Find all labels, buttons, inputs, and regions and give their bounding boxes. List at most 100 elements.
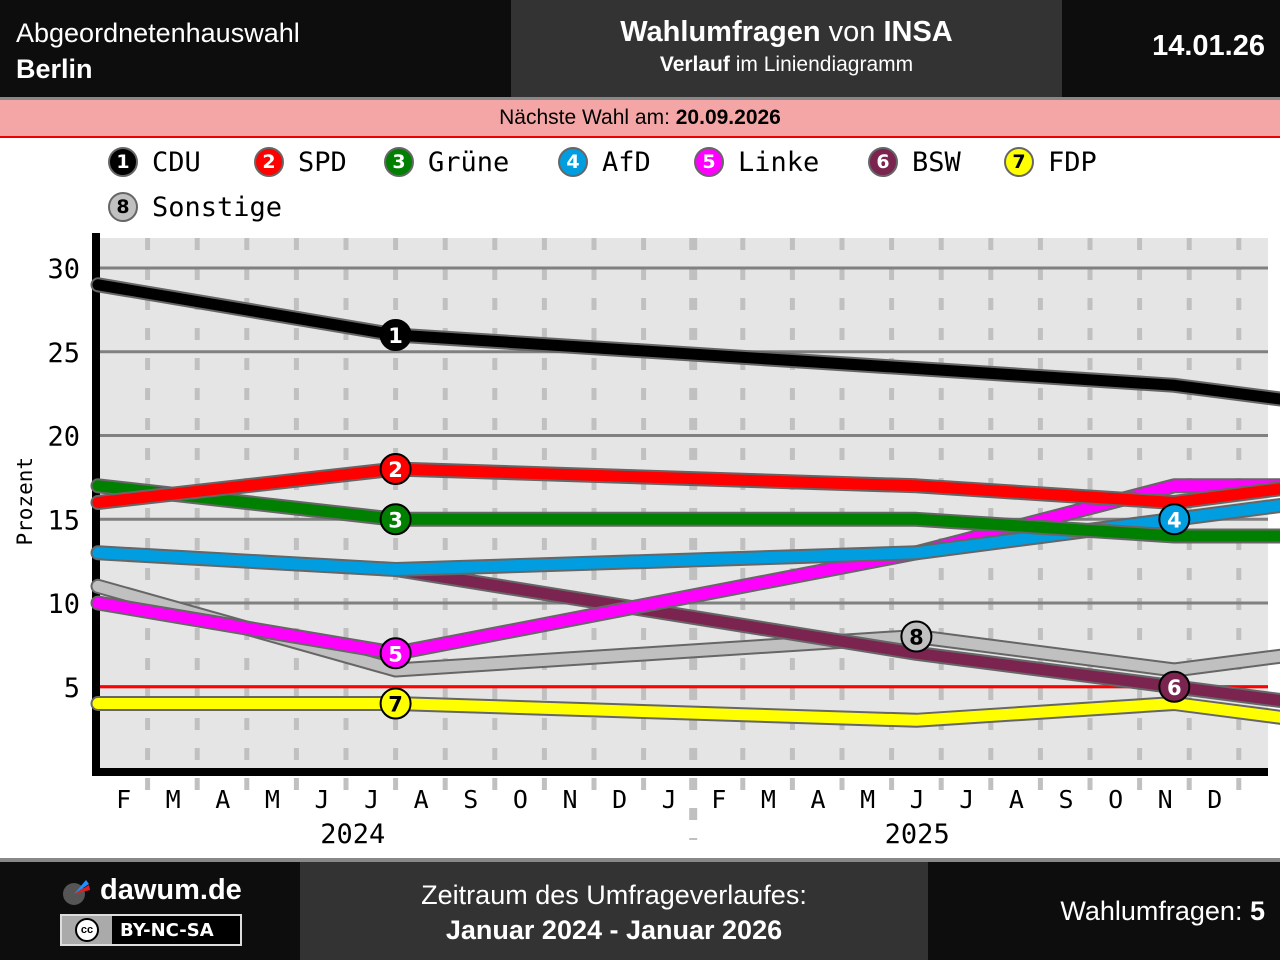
marker-label: 3 xyxy=(388,508,403,532)
x-month-label: M xyxy=(860,785,875,814)
marker-label: 8 xyxy=(909,626,924,650)
brand[interactable]: dawum.de xyxy=(62,874,242,907)
y-tick-label: 25 xyxy=(47,338,80,369)
legend-item-cdu: 1 CDU xyxy=(108,142,201,182)
license-text: BY-NC-SA xyxy=(120,919,214,941)
legend-marker: 7 xyxy=(1004,147,1034,177)
marker-circle xyxy=(379,453,412,485)
y-axis-label: Prozent xyxy=(13,457,37,546)
legend-item-linke: 5 Linke xyxy=(694,142,819,182)
series-cdu xyxy=(90,277,1280,407)
marker-circle xyxy=(379,687,412,720)
series-marker-bsw: 6 xyxy=(1158,670,1191,703)
x-month-label: N xyxy=(1158,785,1173,814)
series-bsw xyxy=(388,562,1280,709)
marker-circle xyxy=(379,637,412,670)
marker-label: 1 xyxy=(388,324,403,348)
x-month-label: A xyxy=(810,785,825,814)
series-line xyxy=(92,463,1280,508)
x-month-label: J xyxy=(662,785,677,814)
series-marker-afd: 4 xyxy=(1158,503,1191,536)
x-month-label: S xyxy=(463,785,478,814)
legend-marker: 5 xyxy=(694,147,724,177)
polls-count-text: Wahlumfragen: 5 xyxy=(1060,896,1265,927)
x-month-label: M xyxy=(265,785,280,814)
x-month-label: N xyxy=(562,785,577,814)
x-month-label: A xyxy=(1009,785,1024,814)
update-date: 14.01.26 xyxy=(1152,30,1265,62)
marker-circle xyxy=(900,620,933,653)
chart-subtitle: Verlauf im Liniendiagramm xyxy=(511,50,1062,80)
series-marker-sonstige: 8 xyxy=(900,620,933,653)
x-month-label: J xyxy=(364,785,379,814)
series-line xyxy=(92,279,1280,405)
x-month-label: A xyxy=(414,785,429,814)
series-marker-cdu: 1 xyxy=(379,319,412,351)
legend-label: Linke xyxy=(738,146,820,178)
x-month-label: A xyxy=(215,785,230,814)
legend-label: FDP xyxy=(1048,146,1097,178)
header-bar: Abgeordnetenhauswahl Berlin Wahlumfragen… xyxy=(0,0,1280,97)
legend-label: Sonstige xyxy=(152,191,283,223)
election-title: Abgeordnetenhauswahl Berlin xyxy=(16,15,300,87)
marker-label: 6 xyxy=(1167,676,1182,700)
legend-marker: 1 xyxy=(108,147,138,177)
legend-item-sonstige: 8 Sonstige xyxy=(108,187,282,227)
series-spd xyxy=(90,461,1280,510)
x-month-label: J xyxy=(959,785,974,814)
next-election-date: 20.09.2026 xyxy=(675,106,781,129)
title-part-1: Wahlumfragen xyxy=(620,16,821,48)
brand-name: dawum.de xyxy=(100,874,242,906)
series-marker-linke: 5 xyxy=(379,637,412,670)
legend-item-afd: 4 AfD xyxy=(558,142,651,182)
legend-label: AfD xyxy=(602,146,651,178)
period-label: Zeitraum des Umfrageverlaufes: xyxy=(421,880,807,910)
y-tick-label: 20 xyxy=(47,422,80,453)
header-divider xyxy=(0,97,1280,100)
legend-item-bsw: 6 BSW xyxy=(868,142,961,182)
subtitle-part-2: im Liniendiagramm xyxy=(729,53,914,76)
legend-marker: 3 xyxy=(384,147,414,177)
series-marker-spd: 2 xyxy=(379,453,412,485)
election-type: Abgeordnetenhauswahl xyxy=(16,18,300,48)
title-part-3: INSA xyxy=(883,16,953,48)
chart-title-box: Wahlumfragen von INSA Verlauf im Liniend… xyxy=(511,0,1062,97)
legend-item-fdp: 7 FDP xyxy=(1004,142,1097,182)
footer-brand-box: dawum.de cc BY-NC-SA xyxy=(0,862,300,960)
x-year-label: 2025 xyxy=(885,819,950,850)
footer-polls-box: Wahlumfragen: 5 xyxy=(928,862,1280,960)
footer-period-box: Zeitraum des Umfrageverlaufes: Januar 20… xyxy=(300,862,928,960)
x-month-label: O xyxy=(1108,785,1123,814)
x-month-label: S xyxy=(1058,785,1073,814)
series-marker-fdp: 7 xyxy=(379,687,412,720)
x-month-label: M xyxy=(761,785,776,814)
x-month-label: F xyxy=(711,785,726,814)
legend-label: CDU xyxy=(152,146,201,178)
x-month-label: F xyxy=(116,785,131,814)
election-region: Berlin xyxy=(16,54,93,84)
title-part-2: von xyxy=(820,16,884,48)
x-month-label: M xyxy=(166,785,181,814)
series-line xyxy=(92,480,1280,542)
footer-divider xyxy=(0,858,1280,862)
marker-circle xyxy=(1158,670,1191,703)
legend-label: Grüne xyxy=(428,146,510,178)
subtitle-part-1: Verlauf xyxy=(659,53,730,76)
period-value: Januar 2024 - Januar 2026 xyxy=(445,915,783,945)
x-month-label: D xyxy=(1207,785,1222,814)
license-badge[interactable]: cc BY-NC-SA xyxy=(60,914,242,946)
x-month-label: D xyxy=(612,785,627,814)
legend-marker: 2 xyxy=(254,147,284,177)
marker-circle xyxy=(379,503,412,536)
next-election-label: Nächste Wahl am: xyxy=(499,106,676,129)
marker-label: 4 xyxy=(1167,508,1182,532)
legend-marker: 6 xyxy=(868,147,898,177)
y-tick-label: 5 xyxy=(64,673,80,704)
cc-icon-box: cc xyxy=(62,916,112,944)
legend-item-grüne: 3 Grüne xyxy=(384,142,509,182)
series-afd xyxy=(90,497,1280,577)
y-tick-label: 30 xyxy=(47,254,80,285)
marker-circle xyxy=(379,319,412,351)
polls-count: 5 xyxy=(1249,896,1265,926)
